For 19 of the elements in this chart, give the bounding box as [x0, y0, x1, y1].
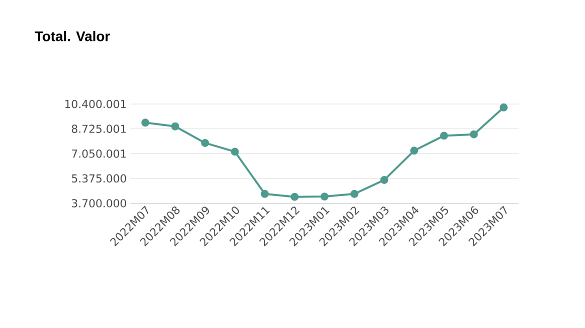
point	[290, 192, 299, 201]
y-tick-label: 7.050.001	[72, 150, 126, 158]
point	[201, 139, 210, 147]
point	[141, 118, 150, 127]
y-tick-label: 8.725.001	[72, 124, 126, 133]
point	[230, 148, 239, 156]
chart-title: Total. Valor	[34, 31, 110, 42]
point	[440, 132, 448, 140]
y-tick-label: 5.375.000	[72, 174, 126, 183]
point	[500, 103, 508, 112]
point	[380, 176, 388, 184]
point	[320, 192, 329, 201]
point	[470, 130, 478, 138]
y-tick-label: 3.700.000	[72, 199, 126, 208]
point	[171, 122, 180, 130]
point	[350, 190, 358, 198]
point	[410, 146, 418, 155]
y-tick-label: 10.400.001	[65, 100, 126, 108]
point	[260, 190, 269, 198]
